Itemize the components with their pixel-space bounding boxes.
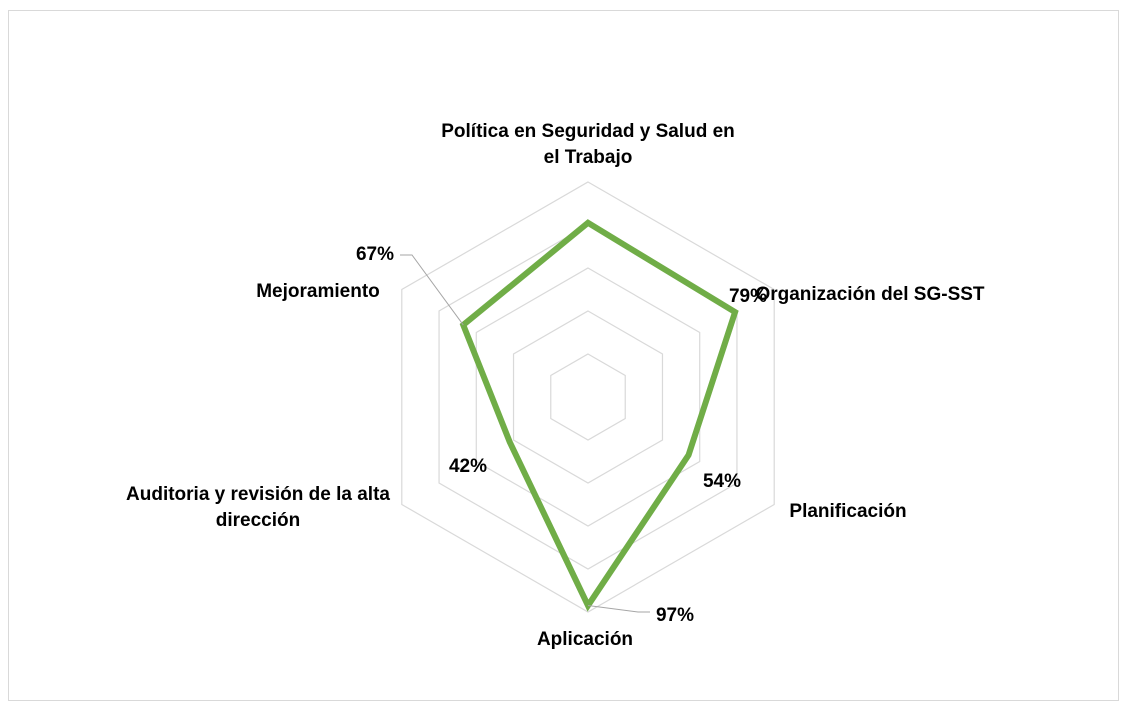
grid-ring	[401, 181, 775, 613]
value-label: 97%	[656, 605, 694, 626]
category-label: Mejoramiento	[256, 281, 380, 302]
leader-line	[400, 254, 464, 326]
value-label: 54%	[703, 471, 741, 492]
leader-line	[587, 605, 650, 613]
grid-ring	[512, 310, 664, 484]
category-label: Política en Seguridad y Salud en el Trab…	[441, 121, 735, 168]
value-label: 67%	[356, 244, 394, 265]
value-label: 79%	[729, 286, 767, 307]
chart-border	[8, 10, 1119, 701]
category-label: Planificación	[789, 501, 907, 522]
category-label: Aplicación	[536, 629, 634, 650]
category-label: Auditoria y revisión de la alta direcció…	[126, 484, 390, 531]
grid-ring	[550, 353, 626, 441]
value-label: 42%	[449, 456, 487, 477]
grid-ring	[475, 267, 701, 527]
category-label: Organización del SG-SST	[755, 284, 985, 305]
